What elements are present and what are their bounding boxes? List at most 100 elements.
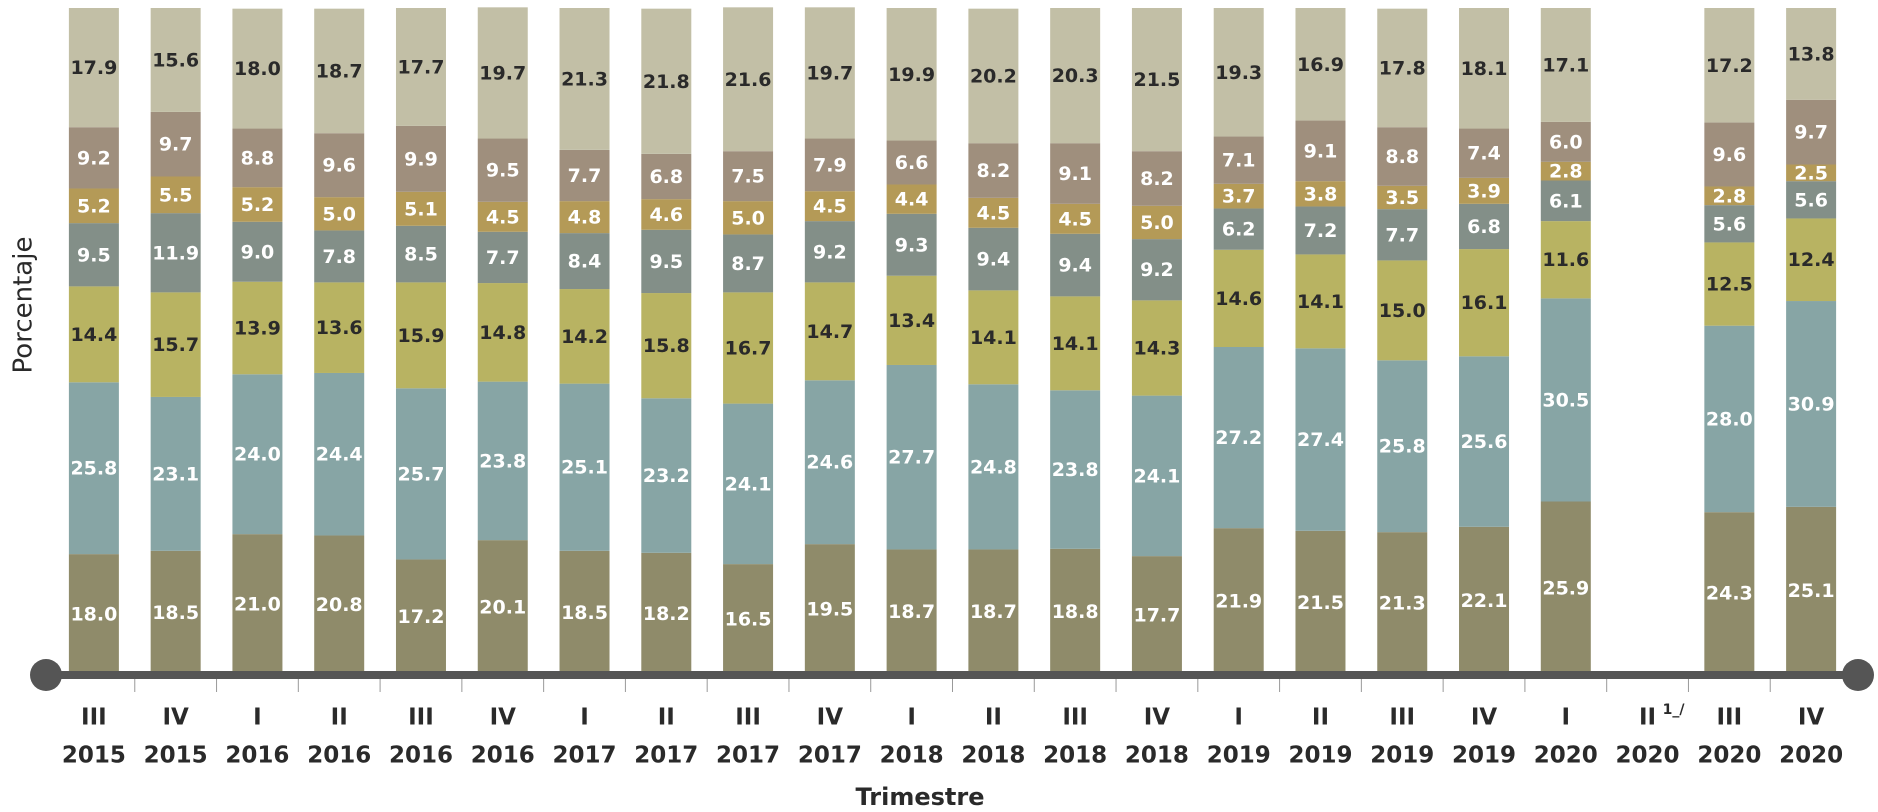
bar-segment xyxy=(804,380,855,545)
bar-segment xyxy=(1295,530,1346,674)
value-label: 27.7 xyxy=(888,447,935,469)
x-tick-label: III xyxy=(735,705,761,731)
bar-segment xyxy=(1786,218,1837,302)
value-label: 8.2 xyxy=(977,160,1011,182)
bar-segment xyxy=(150,111,201,177)
x-tick-label: 2018 xyxy=(961,743,1025,769)
value-label: 7.9 xyxy=(813,154,847,176)
bar-segment xyxy=(1213,183,1264,209)
value-label: 8.4 xyxy=(568,251,602,273)
value-label: 9.6 xyxy=(322,155,356,177)
value-label: 25.8 xyxy=(70,458,117,480)
value-label: 23.8 xyxy=(1052,459,1099,481)
value-label: 9.6 xyxy=(1713,144,1747,166)
value-label: 15.0 xyxy=(1379,300,1426,322)
bar-segment xyxy=(232,374,283,535)
value-label: 7.8 xyxy=(322,246,356,268)
bar-segment xyxy=(314,372,365,536)
x-tick-label: 2015 xyxy=(62,743,126,769)
value-label: 21.5 xyxy=(1297,592,1344,614)
value-label: 25.7 xyxy=(398,463,445,485)
value-label: 19.9 xyxy=(888,64,935,86)
value-label: 18.8 xyxy=(1052,601,1099,623)
bar-segment xyxy=(641,398,692,553)
value-label: 12.5 xyxy=(1706,274,1753,296)
value-label: 21.6 xyxy=(725,69,772,91)
bar-segment xyxy=(1704,8,1755,123)
bar-segment xyxy=(1459,249,1510,357)
bar-segment xyxy=(1213,249,1264,347)
bar-segment xyxy=(232,128,283,188)
bar-segment xyxy=(150,213,201,293)
x-tick-label: 2017 xyxy=(716,743,780,769)
value-label: 14.6 xyxy=(1215,288,1262,310)
x-tick-label: 2017 xyxy=(798,743,862,769)
value-label: 9.2 xyxy=(1140,259,1174,281)
bar-segment xyxy=(1540,221,1591,299)
bar-segment xyxy=(968,197,1019,228)
value-label: 18.7 xyxy=(888,601,935,623)
bar-segment xyxy=(1377,260,1428,361)
value-label: 14.1 xyxy=(1052,333,1099,355)
value-label: 17.7 xyxy=(1133,605,1180,627)
x-tick-label: I xyxy=(580,705,589,731)
bar-segment xyxy=(559,289,610,384)
bar-segment xyxy=(232,534,283,674)
bar-segment xyxy=(804,544,855,674)
value-label: 5.6 xyxy=(1794,189,1828,211)
value-label: 30.9 xyxy=(1788,393,1835,415)
bar-segment xyxy=(477,138,528,202)
bar-segment xyxy=(395,559,446,674)
x-tick-label: 2015 xyxy=(144,743,208,769)
value-label: 21.5 xyxy=(1133,69,1180,91)
value-label: 8.5 xyxy=(404,244,438,266)
bar-segment xyxy=(68,554,119,674)
value-label: 9.3 xyxy=(895,234,929,256)
value-label: 17.2 xyxy=(1706,55,1753,77)
x-tick-label: III xyxy=(1389,705,1415,731)
value-label: 20.1 xyxy=(479,597,526,619)
bar-segment xyxy=(886,549,937,674)
bar-segment xyxy=(1213,8,1264,137)
bar-segment xyxy=(1131,205,1182,240)
x-tick-label: 2018 xyxy=(1043,743,1107,769)
value-label: 15.7 xyxy=(152,334,199,356)
value-label: 18.2 xyxy=(643,603,690,625)
bar-segment xyxy=(1131,151,1182,206)
bar-segment xyxy=(1540,298,1591,502)
bar-segment xyxy=(723,564,774,674)
value-label: 9.7 xyxy=(1794,122,1828,144)
bar-segment xyxy=(1377,209,1428,261)
value-label: 17.8 xyxy=(1379,57,1426,79)
bar-segment xyxy=(395,125,446,192)
x-tick-label: 2019 xyxy=(1370,743,1434,769)
bar-segment xyxy=(886,275,937,365)
x-tick-label: 2020 xyxy=(1616,743,1680,769)
bar-segment xyxy=(1704,122,1755,187)
bar-segment xyxy=(641,229,692,294)
value-label: 5.1 xyxy=(404,198,438,220)
bar-segment xyxy=(968,290,1019,385)
value-label: 6.1 xyxy=(1549,190,1583,212)
bar-segment xyxy=(314,8,365,134)
value-label: 12.4 xyxy=(1788,249,1835,271)
value-label: 9.1 xyxy=(1058,163,1092,185)
bar-segment xyxy=(641,8,692,154)
bar-segment xyxy=(68,382,119,555)
x-tick-label: 2016 xyxy=(471,743,535,769)
bar-segment xyxy=(968,8,1019,144)
x-tick-label: II xyxy=(985,705,1002,731)
x-tick-label: II xyxy=(1639,705,1656,731)
x-tick-label: 2016 xyxy=(225,743,289,769)
value-label: 7.5 xyxy=(731,166,765,188)
bar-segment xyxy=(1050,203,1101,234)
value-label: 4.5 xyxy=(1058,208,1092,230)
x-tick-label: II xyxy=(1312,705,1329,731)
bar-segment xyxy=(1295,120,1346,182)
bar-segment xyxy=(804,7,855,139)
bar-segment xyxy=(723,234,774,293)
value-label: 3.9 xyxy=(1467,180,1501,202)
value-label: 14.4 xyxy=(70,324,117,346)
bar-segment xyxy=(559,550,610,674)
